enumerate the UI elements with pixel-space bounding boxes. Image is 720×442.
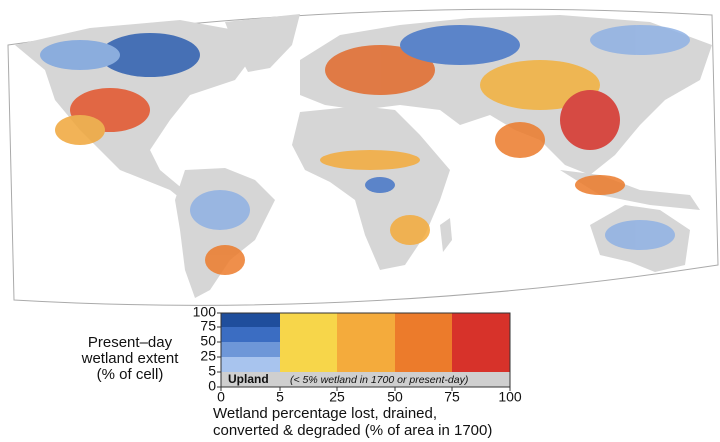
y-tick-label: 100: [193, 304, 217, 320]
x-tick-label: 75: [444, 389, 460, 405]
wetland-patches: [40, 25, 690, 275]
upland-label: Upland: [228, 372, 269, 386]
legend-cell: [221, 342, 280, 357]
x-tick-label: 0: [217, 389, 225, 405]
madagascar: [440, 218, 452, 252]
legend-cell: [395, 313, 452, 372]
x-tick-label: 5: [276, 389, 284, 405]
legend-cell: [221, 357, 280, 372]
legend-cell: [221, 313, 280, 327]
legend: Upland (< 5% wetland in 1700 or present-d…: [81, 304, 522, 439]
y-tick-label: 50: [200, 333, 216, 349]
legend-border: [220, 312, 511, 388]
y-title: (% of cell): [97, 366, 164, 383]
legend-cell: [452, 313, 510, 372]
legend-cell: [337, 313, 395, 372]
y-title: Present–day: [88, 334, 173, 351]
x-tick-label: 50: [387, 389, 403, 405]
y-tick-label: 25: [200, 348, 216, 364]
x-tick-label: 25: [329, 389, 345, 405]
world-map: [7, 8, 719, 306]
x-title: converted & degraded (% of area in 1700): [213, 422, 492, 439]
upland-row: [221, 372, 510, 387]
x-tick-label: 100: [498, 389, 522, 405]
upland-note: (< 5% wetland in 1700 or present-day): [290, 374, 468, 386]
y-title: wetland extent: [81, 350, 180, 367]
legend-cell: [221, 327, 280, 342]
y-tick-label: 5: [208, 363, 216, 379]
y-tick-label: 0: [208, 378, 216, 394]
legend-cell: [280, 313, 337, 372]
x-title: Wetland percentage lost, drained,: [213, 405, 437, 422]
y-tick-label: 75: [200, 318, 216, 334]
